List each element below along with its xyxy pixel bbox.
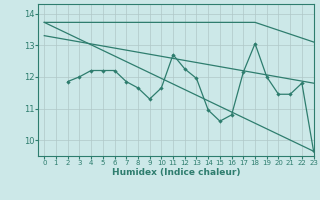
X-axis label: Humidex (Indice chaleur): Humidex (Indice chaleur) — [112, 168, 240, 177]
